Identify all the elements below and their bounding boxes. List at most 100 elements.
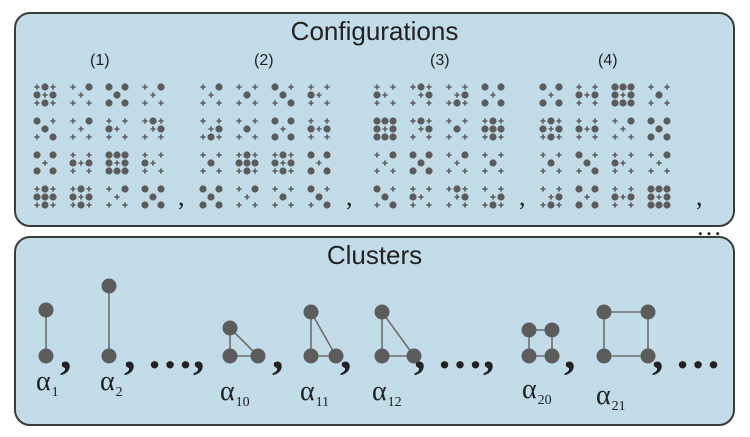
cluster-label-alpha-21: α21 (596, 380, 626, 414)
configuration-cell (410, 83, 433, 106)
configuration-cell (307, 185, 331, 209)
configuration-cell (200, 152, 222, 174)
group-separator-3: , (519, 182, 526, 211)
configuration-cell (236, 84, 258, 106)
clusters-panel: Clusters , , …, , , , …, , , … α1 α2 α10… (14, 236, 735, 426)
cluster-edge (381, 311, 415, 357)
configuration-cell (236, 118, 258, 140)
cluster-node (521, 348, 537, 364)
cluster-node (544, 322, 560, 338)
cluster-node (374, 348, 390, 364)
configuration-cell (236, 185, 259, 208)
configuration-cell (539, 83, 563, 107)
group-label-1: (1) (90, 52, 110, 69)
cluster-separator-1: , (60, 327, 72, 378)
cluster-graph-alpha-21 (596, 304, 656, 364)
configuration-cell (648, 84, 670, 106)
configuration-cell (33, 83, 57, 107)
configuration-cell (199, 185, 223, 209)
configuration-cell (307, 84, 330, 106)
cluster-graph-alpha-11 (303, 304, 344, 364)
configuration-cell (539, 117, 563, 141)
cluster-label-alpha-11: α11 (300, 376, 330, 410)
configuration-cell (446, 151, 469, 174)
cluster-separator-4: , (340, 327, 352, 378)
configuration-cell (374, 151, 397, 174)
configuration-cell (70, 117, 93, 140)
configuration-cell (272, 186, 294, 208)
cluster-node (222, 348, 238, 364)
configuration-cell (482, 186, 505, 209)
configuration-cell (200, 83, 223, 106)
configuration-cell (307, 118, 331, 140)
configuration-cell (235, 151, 259, 175)
configuration-cell (647, 185, 671, 209)
configuration-cell (271, 151, 295, 175)
cluster-node (640, 304, 656, 320)
cluster-graph-alpha-12 (374, 304, 422, 364)
cluster-label-alpha-2: α2 (100, 366, 123, 400)
cluster-separator-3: , (272, 327, 284, 378)
configuration-cell (373, 117, 397, 141)
cluster-node (38, 302, 54, 318)
configuration-cell (70, 83, 93, 106)
configurations-panel: Configurations (1) (2) (3) (4) , , , , … (14, 12, 735, 241)
cluster-node (303, 304, 319, 320)
configuration-cell (142, 117, 165, 140)
cluster-node (101, 278, 117, 294)
configuration-cell (611, 83, 635, 107)
configuration-cell (69, 152, 93, 174)
cluster-node (374, 304, 390, 320)
cluster-label-alpha-20: α20 (522, 374, 552, 408)
configuration-cell (373, 185, 397, 209)
configuration-cell (410, 117, 433, 140)
configuration-cell (33, 117, 57, 141)
configuration-cell (200, 118, 223, 141)
cluster-label-alpha-1: α1 (36, 366, 59, 400)
configuration-cell (373, 84, 396, 106)
configuration-cell (141, 185, 165, 209)
configuration-cell (141, 152, 164, 174)
configuration-cell (142, 83, 165, 106)
cluster-node (521, 322, 537, 338)
configuration-cell (647, 117, 671, 141)
configuration-cell (611, 152, 634, 174)
configurations-title: Configurations (290, 16, 459, 46)
cluster-node (38, 348, 54, 364)
configuration-cell (481, 117, 505, 141)
cluster-node (250, 348, 266, 364)
configuration-cell (105, 118, 128, 140)
group-label-4: (4) (598, 52, 618, 69)
cluster-edge (310, 311, 337, 357)
clusters-title: Clusters (326, 240, 423, 270)
cluster-node (596, 348, 612, 364)
configuration-cell (481, 83, 505, 107)
cluster-separator-2: , …, (124, 327, 205, 378)
cluster-graphs (38, 278, 656, 364)
group-separator-1: , (178, 182, 185, 211)
configuration-cell (446, 185, 469, 208)
cluster-graph-alpha-20 (521, 322, 560, 364)
configuration-cell (482, 152, 504, 174)
cluster-separator-6: , (564, 327, 576, 378)
configuration-cell (69, 185, 93, 209)
cluster-label-alpha-12: α12 (372, 376, 402, 410)
cluster-node (101, 348, 117, 364)
configuration-cell (575, 118, 599, 140)
cluster-node (544, 348, 560, 364)
cluster-node (640, 348, 656, 364)
configuration-cell (648, 151, 671, 174)
cluster-graph-alpha-10 (222, 320, 266, 364)
group-label-2: (2) (254, 52, 274, 69)
cluster-node (596, 304, 612, 320)
configuration-cell (446, 118, 468, 140)
cluster-graph-alpha-2 (101, 278, 117, 364)
configuration-cell (105, 83, 129, 107)
configuration-cell (409, 186, 432, 208)
cluster-separator-5: , …, (414, 327, 495, 378)
cluster-separator-7: , … (652, 327, 721, 378)
configuration-cell (106, 185, 129, 208)
configuration-cell (307, 151, 331, 175)
configuration-cell (271, 117, 295, 141)
cluster-node (303, 348, 319, 364)
